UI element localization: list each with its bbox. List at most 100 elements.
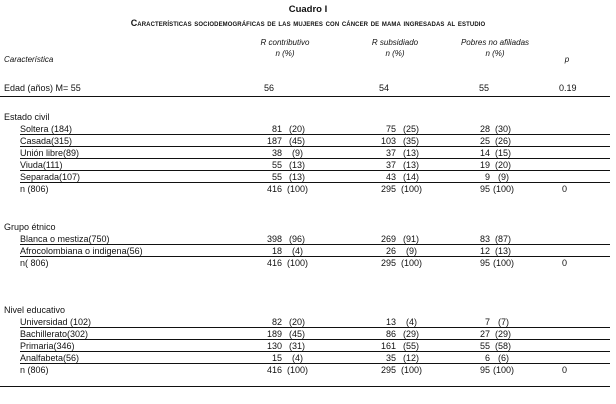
col2-pct: (9): [406, 246, 417, 256]
group-title: Nivel educativo: [4, 305, 66, 315]
col3-n: 28: [479, 124, 490, 134]
row-divider: [20, 134, 610, 135]
col1-n: 187: [266, 136, 282, 146]
col2-n: 103: [380, 136, 396, 146]
col1-n: 130: [266, 341, 282, 351]
row-label: Blanca o mestiza(750): [20, 234, 110, 244]
age-col2: 54: [379, 83, 390, 93]
age-col1: 56: [264, 83, 275, 93]
col3-n: 12: [479, 246, 490, 256]
header-col2: R subsidiado: [371, 38, 419, 47]
col1-n: 15: [271, 353, 282, 363]
table-row: Viuda(111) 55 (13) 37 (13) 19 (20): [0, 159, 616, 171]
col2-n: 35: [385, 353, 396, 363]
col2-pct: (14): [403, 172, 420, 182]
col1-n: 55: [271, 160, 282, 170]
col1-n: 81: [271, 124, 282, 134]
col3-n: 95: [479, 365, 490, 375]
row-label: Analfabeta(56): [20, 353, 80, 363]
row-divider: [20, 351, 610, 352]
col1-pct: (31): [289, 341, 306, 351]
col1-n: 38: [271, 148, 282, 158]
p-value: 0: [562, 365, 568, 375]
col3-pct: (26): [495, 136, 512, 146]
header-characteristic: Característica: [4, 55, 54, 64]
col1-n: 416: [266, 365, 282, 375]
age-p: 0.19: [559, 83, 577, 93]
row-divider: [20, 339, 610, 340]
age-row: Edad (años) M= 55 56 54 55 0.19: [0, 82, 616, 94]
col2-pct: (13): [403, 148, 420, 158]
table-row: Casada(315) 187 (45) 103 (35) 25 (26): [0, 135, 616, 147]
table-row: n (806) 416 (100) 295 (100) 95 (100) 0: [0, 364, 616, 376]
col1-pct: (13): [289, 160, 306, 170]
header-col1: R contributivo: [260, 38, 310, 47]
row-divider: [20, 327, 610, 328]
table-row: Bachillerato(302) 189 (45) 86 (29) 27 (29): [0, 328, 616, 340]
col2-pct: (12): [403, 353, 420, 363]
table-row: Universidad (102) 82 (20) 13 (4) 7 (7): [0, 316, 616, 328]
group-heading: Grupo étnico: [0, 221, 616, 233]
col3-pct: (29): [495, 329, 512, 339]
col3-pct: (100): [493, 184, 515, 194]
col3-pct: (30): [495, 124, 512, 134]
col3-n: 9: [484, 172, 490, 182]
col3-pct: (87): [495, 234, 512, 244]
col2-n: 37: [385, 160, 396, 170]
col3-n: 27: [479, 329, 490, 339]
table-row: Primaria(346) 130 (31) 161 (55) 55 (58): [0, 340, 616, 352]
table-row: Blanca o mestiza(750) 398 (96) 269 (91) 83 (87…: [0, 233, 616, 245]
col3-n: 6: [484, 353, 490, 363]
col2-pct: (4): [406, 317, 417, 327]
col2-n: 13: [385, 317, 396, 327]
row-divider: [20, 146, 610, 147]
col2-n: 295: [380, 184, 396, 194]
col1-pct: (4): [292, 353, 303, 363]
col3-pct: (9): [498, 172, 509, 182]
col1-n: 18: [271, 246, 282, 256]
col1-pct: (100): [287, 258, 309, 268]
table-row: Unión libre(89) 38 (9) 37 (13) 14 (15): [0, 147, 616, 159]
group-heading: Nivel educativo: [0, 304, 616, 316]
row-label: Separada(107): [20, 172, 81, 182]
col3-n: 25: [479, 136, 490, 146]
col1-n: 416: [266, 184, 282, 194]
col2-pct: (55): [403, 341, 420, 351]
col1-pct: (9): [292, 148, 303, 158]
row-divider: [20, 158, 610, 159]
col3-pct: (58): [495, 341, 512, 351]
divider: [0, 96, 610, 97]
col3-n: 14: [479, 148, 490, 158]
group-title: Estado civil: [4, 112, 50, 122]
col2-n: 43: [385, 172, 396, 182]
col3-n: 55: [479, 341, 490, 351]
col2-pct: (13): [403, 160, 420, 170]
col2-pct: (35): [403, 136, 420, 146]
col2-pct: (100): [401, 258, 423, 268]
col2-pct: (25): [403, 124, 420, 134]
col2-n: 295: [380, 365, 396, 375]
col3-pct: (6): [498, 353, 509, 363]
col2-n: 26: [385, 246, 396, 256]
col3-pct: (100): [493, 258, 515, 268]
col2-n: 161: [380, 341, 396, 351]
row-divider: [20, 170, 610, 171]
row-divider: [20, 182, 610, 183]
table-row: n( 806) 416 (100) 295 (100) 95 (100) 0: [0, 257, 616, 269]
col2-n: 295: [380, 258, 396, 268]
col1-n: 416: [266, 258, 282, 268]
p-value: 0: [562, 258, 568, 268]
col3-n: 19: [479, 160, 490, 170]
table-row: n (806) 416 (100) 295 (100) 95 (100) 0: [0, 183, 616, 195]
header-col1-sub: n (%): [275, 49, 295, 58]
col1-pct: (45): [289, 329, 306, 339]
col3-n: 7: [484, 317, 490, 327]
col1-n: 82: [271, 317, 282, 327]
col2-n: 86: [385, 329, 396, 339]
table-title: Características sociodemográficas de las…: [130, 18, 486, 28]
age-label: Edad (años) M= 55: [4, 83, 81, 93]
header-p: p: [564, 55, 570, 64]
row-divider: [20, 363, 610, 364]
row-label: Universidad (102): [20, 317, 92, 327]
col2-n: 75: [385, 124, 396, 134]
